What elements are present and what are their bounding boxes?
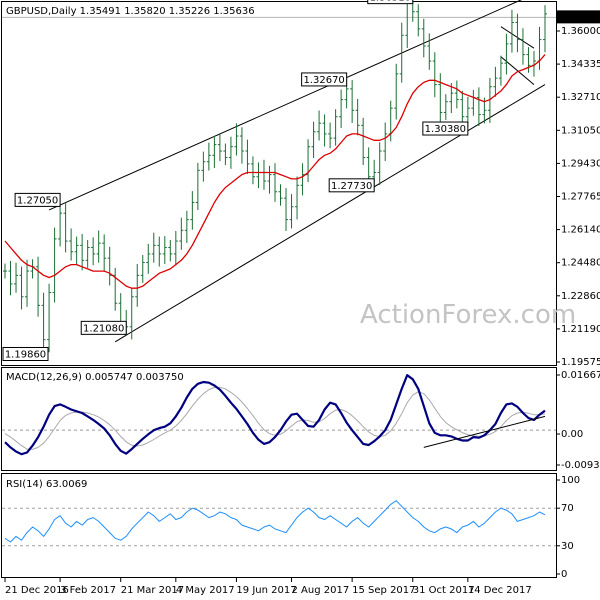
- macd-panel-title: MACD(12,26,9) 0.005747 0.003750: [6, 372, 184, 383]
- price-y-tick-label: 1.26140: [561, 225, 600, 236]
- level-label: 1.21080: [83, 323, 124, 334]
- macd-line: [4, 374, 546, 456]
- rsi-y-tick-label: 100: [561, 475, 580, 486]
- level-label-box: [367, 0, 414, 5]
- rsi-y-tick-label: 70: [561, 503, 574, 514]
- rsi-y-tick-label: 30: [561, 541, 574, 552]
- macd-trendline: [423, 415, 546, 448]
- x-tick-label: 21 Mar 2017: [121, 585, 184, 596]
- price-y-tick-label: 1.36000: [561, 26, 600, 37]
- macd-y-tick-label: 0.016672: [561, 370, 600, 381]
- level-label: 1.30380: [425, 124, 466, 135]
- current-price-marker: [557, 10, 600, 24]
- level-label: 1.36510: [370, 0, 411, 4]
- level-label-box: [301, 72, 348, 87]
- price-y-tick-label: 1.22860: [561, 291, 600, 302]
- price-y-tick-label: 1.29430: [561, 158, 600, 169]
- current-price-label: 1.35636: [558, 12, 599, 23]
- level-label: 1.27730: [331, 181, 372, 192]
- level-label: 1.32670: [303, 75, 344, 86]
- price-y-tick-label: 1.31050: [561, 125, 600, 136]
- price-panel-frame: [1, 1, 557, 366]
- macd-panel-frame: [1, 367, 557, 471]
- macd-y-tick-label: -0.009345: [561, 460, 600, 471]
- x-tick-label: 21 Dec 2016: [5, 585, 69, 596]
- level-label-box: [422, 121, 469, 136]
- level-label: 1.19860: [5, 349, 46, 360]
- x-tick-label: 19 Jun 2017: [236, 585, 296, 596]
- level-label-box: [328, 178, 375, 193]
- channel-upper-line: [48, 0, 522, 211]
- macd-signal-line: [4, 386, 546, 450]
- price-plot: 1.36510 1.32670 1.27050 1.21080 1.19860 1.277…: [2, 0, 556, 361]
- x-tick-label: 31 Oct 2017: [413, 585, 475, 596]
- level-label: 1.27050: [17, 195, 58, 206]
- price-y-tick-label: 1.24480: [561, 258, 600, 269]
- price-y-tick-label: 1.32710: [561, 92, 600, 103]
- price-y-tick-label: 1.19575: [561, 357, 600, 368]
- axes: 1.36000 1.34335 1.32710 1.31050 1.29430 1.277…: [4, 10, 600, 596]
- watermark: ActionForex.com: [360, 300, 576, 330]
- rsi-panel-title: RSI(14) 63.0069: [6, 479, 87, 490]
- channel-lower-line: [114, 84, 546, 343]
- level-label-box: [80, 320, 127, 335]
- price-panel-title: GBPUSD,Daily 1.35491 1.35820 1.35226 1.3…: [6, 6, 255, 17]
- x-tick-label: 15 Sep 2017: [352, 585, 415, 596]
- x-tick-label: 2 Aug 2017: [292, 585, 350, 596]
- level-label-box: [2, 346, 49, 361]
- x-tick-label: 4 May 2017: [176, 585, 235, 596]
- price-y-tick-label: 1.34335: [561, 59, 600, 70]
- macd-plot: [2, 374, 556, 456]
- moving-average-line: [4, 54, 546, 289]
- rsi-y-tick-label: 0: [561, 569, 567, 580]
- rsi-plot: [2, 500, 556, 547]
- rsi-panel-frame: [1, 473, 557, 578]
- x-tick-label: 3 Feb 2017: [60, 585, 116, 596]
- macd-y-tick-label: 0.00: [561, 429, 583, 440]
- price-y-tick-label: 1.27765: [561, 192, 600, 203]
- price-y-tick-label: 1.21190: [561, 324, 600, 335]
- x-tick-label: 14 Dec 2017: [468, 585, 532, 596]
- level-label-box: [14, 192, 61, 207]
- rsi-line: [4, 500, 546, 543]
